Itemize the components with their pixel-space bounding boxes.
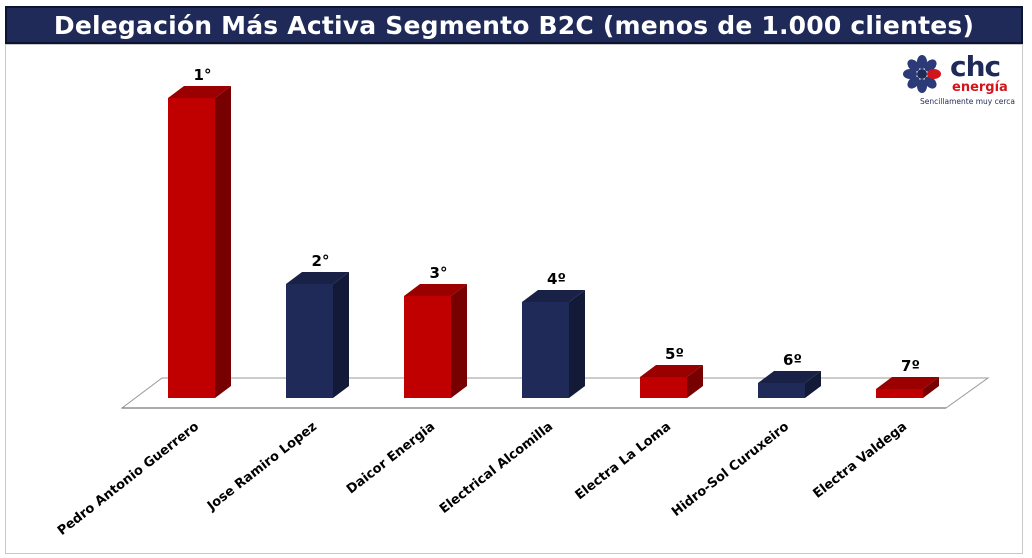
bar-top-3 (404, 284, 467, 296)
bar-5 (640, 377, 687, 398)
bar-side-7 (923, 377, 939, 398)
logo-brand-text: chc (950, 50, 1001, 83)
bar-top-1 (168, 86, 231, 98)
rank-label-2: 2° (312, 252, 330, 270)
bar-top-7 (876, 377, 939, 389)
chart-frame (5, 44, 1023, 554)
bar-7 (876, 389, 923, 398)
bar-1 (168, 98, 215, 398)
rank-label-4: 4º (547, 270, 566, 288)
bar-3 (404, 296, 451, 398)
category-label-3: Daicor Energia (344, 419, 438, 497)
rank-label-5: 5º (665, 345, 684, 363)
bar-top-4 (522, 290, 585, 302)
bar-side-4 (569, 290, 585, 398)
brand-logo: chc energía Sencillamente muy cerca (898, 50, 1016, 110)
bar-side-2 (333, 272, 349, 398)
rank-label-6: 6º (783, 351, 802, 369)
category-label-4: Electrical Alcomilla (437, 419, 556, 517)
logo-sub-text: energía (952, 80, 1008, 95)
bar-2 (286, 284, 333, 398)
logo-tagline: Sencillamente muy cerca (920, 97, 1015, 106)
category-label-1: Pedro Antonio Guerrero (55, 419, 202, 539)
category-label-2: Jose Ramiro Lopez (204, 419, 320, 514)
bar-side-3 (451, 284, 467, 398)
rank-label-3: 3° (430, 264, 448, 282)
flower-icon (903, 55, 941, 93)
bar-top-2 (286, 272, 349, 284)
category-label-5: Electra La Loma (573, 419, 674, 503)
chart-title: Delegación Más Activa Segmento B2C (meno… (53, 10, 975, 40)
rank-label-7: 7º (901, 357, 920, 375)
bar-side-5 (687, 365, 703, 398)
rank-label-1: 1° (194, 66, 212, 84)
bar-top-5 (640, 365, 703, 377)
category-label-6: Hidro-Sol Curuxeiro (669, 419, 792, 520)
bar-6 (758, 383, 805, 398)
chart-title-bar: Delegación Más Activa Segmento B2C (meno… (5, 6, 1023, 44)
bar-4 (522, 302, 569, 398)
category-label-7: Electra Valdega (810, 419, 910, 501)
bar-side-6 (805, 371, 821, 398)
bar-top-6 (758, 371, 821, 383)
bar-side-1 (215, 86, 231, 398)
